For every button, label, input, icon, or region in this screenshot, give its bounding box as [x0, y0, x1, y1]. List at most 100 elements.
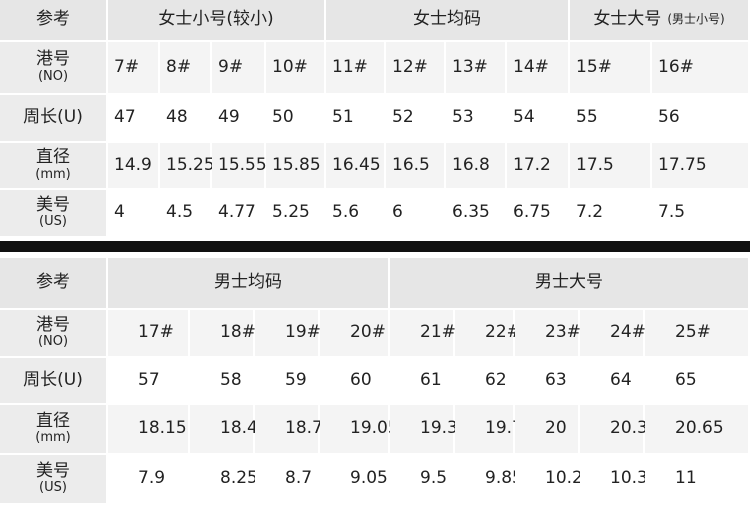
cell-text: 9.05: [350, 468, 388, 489]
cell-text: 7.9: [138, 468, 166, 489]
cell-text: 7.2: [576, 202, 604, 223]
table-cell: 49: [212, 95, 264, 141]
table-cell: 17#: [108, 310, 188, 356]
table-cell: 18.4: [190, 405, 258, 453]
table-cell: 8#: [160, 42, 210, 93]
table-cell: 11#: [326, 42, 384, 93]
cell-text: 8.7: [285, 468, 313, 489]
table-cell: 25#: [645, 310, 748, 356]
row-label-text: 周长(U): [23, 369, 83, 390]
table-cell: 9.05: [320, 455, 388, 503]
header-ref: 参考: [0, 0, 106, 40]
cell-text: 16#: [658, 56, 694, 77]
row-label-text: 港号: [36, 314, 70, 335]
table-cell: 65: [645, 358, 748, 403]
row-unit: (mm): [35, 430, 71, 446]
cell-text: 22#: [485, 322, 521, 343]
cell-text: 49: [218, 107, 240, 128]
cell-text: 18.4: [220, 418, 258, 439]
table-cell: 23#: [515, 310, 581, 356]
table-cell: 17.5: [570, 143, 650, 188]
cell-text: 64: [610, 369, 632, 390]
cell-text: 15.85: [272, 154, 321, 175]
table-cell: 54: [507, 95, 568, 141]
table-cell: 57: [108, 358, 188, 403]
cell-text: 6.35: [452, 202, 490, 223]
table-cell: 9.5: [390, 455, 453, 503]
cell-text: 4.77: [218, 202, 256, 223]
table-cell: 7.9: [108, 455, 188, 503]
cell-text: 52: [392, 107, 414, 128]
header-group: 女士小号(较小): [108, 0, 324, 40]
table-cell: 6: [386, 190, 444, 236]
cell-text: 54: [513, 107, 535, 128]
table-cell: 4.77: [212, 190, 264, 236]
cell-text: 15.25: [166, 154, 215, 175]
row-unit: (NO): [37, 68, 69, 84]
header-group: 男士大号: [390, 258, 748, 308]
table-cell: 16#: [652, 42, 748, 93]
header-text: 参考: [36, 9, 70, 30]
table-cell: 20.3: [580, 405, 648, 453]
header-text: 男士大号: [535, 272, 603, 293]
cell-text: 18.15: [138, 418, 187, 439]
cell-text: 5.6: [332, 202, 360, 223]
row-label: 港号 (NO): [0, 310, 106, 356]
cell-text: 11: [675, 468, 697, 489]
table-cell: 10#: [266, 42, 324, 93]
table-cell: 61: [390, 358, 453, 403]
row-label: 直径 (mm): [0, 405, 106, 453]
table-cell: 62: [455, 358, 513, 403]
table-cell: 9.85: [455, 455, 523, 503]
cell-text: 8#: [166, 56, 192, 77]
table-cell: 19.05: [320, 405, 399, 453]
row-label-text: 港号: [36, 49, 70, 70]
cell-text: 10.3: [610, 468, 648, 489]
cell-text: 10.25: [545, 468, 594, 489]
cell-text: 16.45: [332, 154, 381, 175]
table-cell: 19.7: [455, 405, 523, 453]
table-cell: 56: [652, 95, 748, 141]
cell-text: 18#: [220, 322, 256, 343]
row-label-text: 直径: [36, 410, 70, 431]
table-cell: 5.25: [266, 190, 324, 236]
cell-text: 17#: [138, 322, 174, 343]
cell-text: 15.55: [218, 154, 267, 175]
cell-text: 59: [285, 369, 307, 390]
cell-text: 16.5: [392, 154, 430, 175]
table-cell: 7.5: [652, 190, 748, 236]
cell-text: 7.5: [658, 202, 686, 223]
row-label: 直径 (mm): [0, 143, 106, 188]
cell-text: 10#: [272, 56, 308, 77]
table-cell: 5.6: [326, 190, 384, 236]
table-cell: 7.2: [570, 190, 650, 236]
table-cell: 64: [580, 358, 643, 403]
cell-text: 5.25: [272, 202, 310, 223]
row-label-text: 直径: [36, 147, 70, 168]
cell-text: 15#: [576, 56, 612, 77]
table-cell: 59: [255, 358, 318, 403]
cell-text: 25#: [675, 322, 711, 343]
cell-text: 11#: [332, 56, 368, 77]
table-cell: 18.75: [255, 405, 334, 453]
table-cell: 60: [320, 358, 388, 403]
header-group: 女士均码: [326, 0, 568, 40]
cell-text: 7#: [114, 56, 140, 77]
row-label: 港号 (NO): [0, 42, 106, 93]
table-cell: 13#: [446, 42, 505, 93]
divider: [0, 241, 750, 252]
cell-text: 17.5: [576, 154, 614, 175]
table-cell: 20.65: [645, 405, 748, 453]
cell-text: 23#: [545, 322, 581, 343]
cell-text: 24#: [610, 322, 646, 343]
table-cell: 10.25: [515, 455, 594, 503]
table-cell: 14.9: [108, 143, 158, 188]
cell-text: 58: [220, 369, 242, 390]
cell-text: 19#: [285, 322, 321, 343]
table-cell: 17.75: [652, 143, 748, 188]
table-cell: 47: [108, 95, 158, 141]
cell-text: 55: [576, 107, 598, 128]
cell-text: 18.75: [285, 418, 334, 439]
cell-text: 9#: [218, 56, 244, 77]
header-note: (男士小号): [667, 12, 725, 27]
